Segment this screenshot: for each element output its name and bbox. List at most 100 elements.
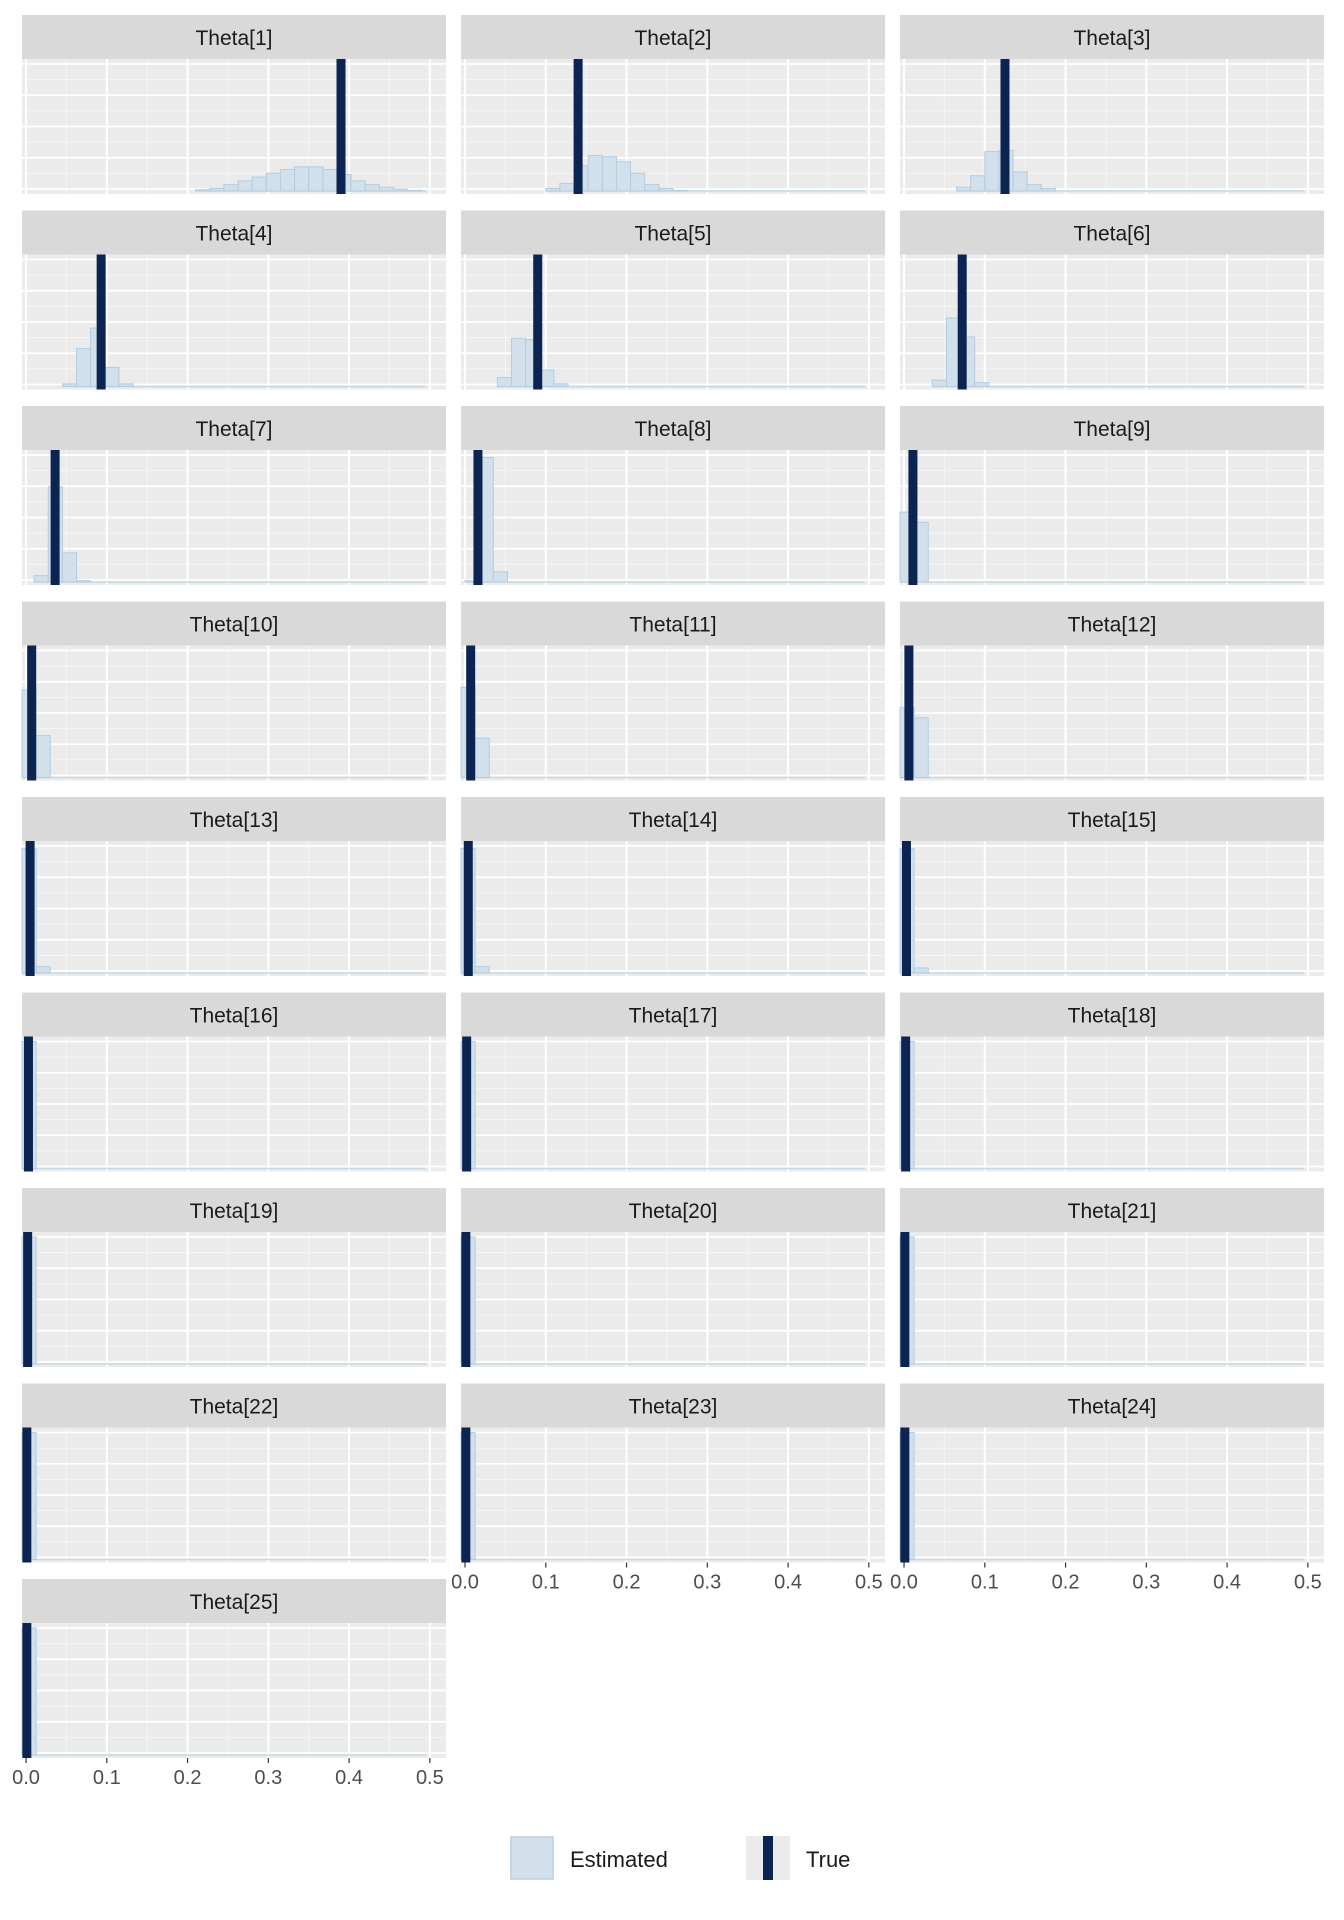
facet-strip [461, 1188, 885, 1232]
facet-strip [900, 406, 1324, 450]
facet-strip [461, 210, 885, 255]
legend-key-true [763, 1836, 773, 1880]
histogram-bar [970, 175, 986, 192]
facet-panel: Theta[5] [461, 210, 885, 390]
facet-panel: Theta[16] [21, 992, 446, 1172]
facet-panel: Theta[9] [899, 406, 1324, 585]
facet-title: Theta[6] [1073, 223, 1150, 246]
facet-strip [900, 601, 1324, 646]
facet-panel: Theta[20] [460, 1188, 885, 1367]
histogram-bar [559, 182, 575, 192]
x-tick-label: 0.3 [693, 1572, 721, 1594]
true-value-line [336, 59, 346, 194]
histogram-bar [913, 717, 929, 778]
facet-title: Theta[16] [190, 1005, 279, 1028]
true-value-line [904, 645, 914, 781]
facet-panel: Theta[15] [899, 797, 1324, 976]
facet-panel: Theta[13] [21, 797, 446, 976]
histogram-bar [76, 580, 92, 583]
facet-panel: Theta[11] [460, 601, 885, 781]
histogram-bar [672, 189, 688, 192]
facet-title: Theta[13] [190, 809, 279, 832]
histogram-bar [615, 161, 632, 192]
facet-title: Theta[20] [629, 1200, 718, 1223]
facet-strip [900, 797, 1324, 841]
facet-panel: Theta[10] [21, 601, 446, 781]
facet-title: Theta[15] [1068, 809, 1157, 832]
x-tick-label: 0.4 [774, 1572, 802, 1594]
histogram-bar [308, 166, 324, 192]
facet-panel: Theta[8] [461, 406, 885, 585]
facet-strip [900, 15, 1324, 59]
histogram-bar [294, 166, 310, 192]
legend-label-estimated: Estimated [570, 1847, 668, 1872]
true-value-line [1000, 59, 1010, 194]
histogram-bar [279, 168, 296, 192]
facet-panel: Theta[4] [22, 210, 446, 390]
facet-title: Theta[25] [190, 1591, 279, 1614]
facet-title: Theta[7] [195, 418, 272, 441]
histogram-bar [265, 172, 281, 192]
facet-panel: Theta[21] [899, 1188, 1324, 1367]
true-value-line [901, 841, 911, 976]
facet-title: Theta[22] [190, 1396, 279, 1419]
true-value-line [900, 1427, 910, 1563]
histogram-bar [61, 383, 78, 387]
facet-panel: Theta[25] 0.0 0.1 0.2 0.3 0.4 0.5 [12, 1579, 446, 1789]
histogram-bar [195, 189, 211, 192]
histogram-bar [1040, 187, 1056, 192]
true-value-line [533, 254, 543, 390]
true-value-line [96, 254, 106, 390]
true-value-line [466, 645, 476, 781]
true-value-line [50, 450, 60, 585]
histogram-bar [364, 184, 380, 192]
histogram-bar [35, 735, 51, 779]
x-tick-label: 0.2 [613, 1572, 641, 1594]
x-tick-label: 0.3 [254, 1767, 282, 1789]
histogram-bar [104, 366, 120, 388]
facet-strip [22, 15, 446, 59]
histogram-bar [474, 966, 490, 974]
facet-title: Theta[14] [629, 809, 718, 832]
true-value-line [461, 1427, 471, 1563]
facet-title: Theta[1] [195, 27, 272, 50]
facet-panel: Theta[24] 0.0 0.1 0.2 0.3 0.4 0.5 [890, 1383, 1324, 1594]
true-value-line [23, 1036, 33, 1172]
histogram-bar [984, 151, 1000, 192]
histogram-bar [956, 186, 972, 192]
facet-title: Theta[4] [195, 223, 272, 246]
facet-strip [22, 797, 446, 841]
x-tick-label: 0.4 [335, 1767, 363, 1789]
histogram-bar [237, 180, 253, 192]
x-tick-label: 0.1 [971, 1572, 999, 1594]
facet-strip [22, 210, 446, 255]
histogram-bar [251, 176, 267, 192]
facet-title: Theta[10] [190, 614, 279, 637]
legend: Estimated True [510, 1836, 850, 1880]
facet-strip [900, 210, 1324, 255]
true-value-line [27, 645, 37, 781]
facet-panel: Theta[17] [460, 992, 885, 1172]
true-value-line [22, 1427, 32, 1563]
histogram-bar [35, 966, 51, 974]
true-value-line [908, 450, 918, 585]
facet-title: Theta[12] [1068, 614, 1157, 637]
facet-panel: Theta[19] [21, 1188, 446, 1367]
histogram-bar [913, 967, 929, 974]
true-value-line [900, 1232, 910, 1367]
true-value-line [901, 1036, 911, 1172]
true-value-line [473, 450, 483, 585]
facet-panel: Theta[18] [899, 992, 1324, 1172]
histogram-bar [350, 180, 366, 192]
x-tick-label: 0.2 [174, 1767, 202, 1789]
x-tick-label: 0.1 [532, 1572, 560, 1594]
true-value-line [463, 841, 473, 976]
histogram-bar [587, 154, 603, 192]
x-tick-label: 0.0 [890, 1572, 918, 1594]
facet-panel: Theta[23] 0.0 0.1 0.2 0.3 0.4 0.5 [451, 1383, 885, 1594]
facet-strip [22, 1579, 446, 1623]
facet-panel: Theta[7] [22, 406, 446, 585]
facet-panel: Theta[6] [900, 210, 1324, 390]
facet-strip [22, 1188, 446, 1232]
